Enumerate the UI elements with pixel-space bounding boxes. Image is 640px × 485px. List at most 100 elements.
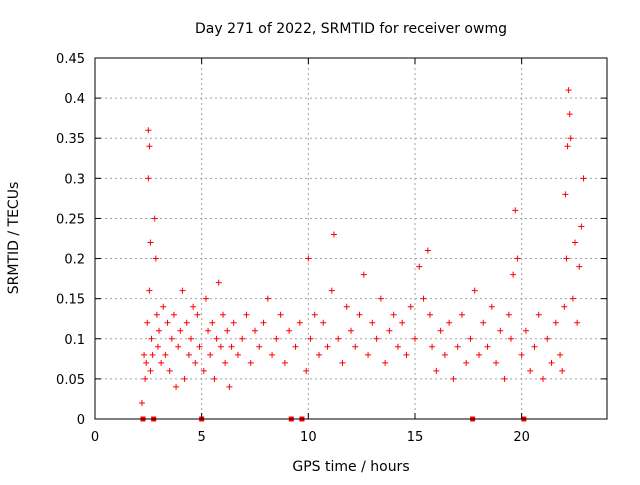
data-point — [153, 311, 160, 318]
data-point — [164, 319, 171, 326]
data-point — [566, 111, 573, 118]
data-point — [303, 367, 310, 374]
data-point — [382, 359, 389, 366]
data-point — [467, 335, 474, 342]
x-axis-label: GPS time / hours — [292, 459, 409, 475]
data-point — [188, 335, 194, 342]
data-point — [480, 319, 487, 326]
data-point — [220, 311, 226, 318]
data-point — [277, 311, 284, 318]
data-point — [420, 295, 427, 302]
data-point — [484, 343, 491, 350]
data-point — [373, 335, 380, 342]
data-point — [207, 351, 214, 358]
data-point — [224, 327, 231, 334]
data-point — [561, 303, 568, 310]
data-point — [162, 351, 169, 358]
data-point — [170, 311, 177, 318]
y-tick-label: 0.35 — [56, 132, 85, 147]
data-point — [403, 351, 410, 358]
data-point — [324, 343, 331, 350]
data-point — [514, 255, 521, 262]
data-point — [458, 311, 465, 318]
data-point — [154, 343, 161, 350]
data-point — [522, 327, 529, 334]
data-point — [352, 343, 359, 350]
data-point — [412, 335, 418, 342]
data-point — [138, 399, 145, 406]
data-point — [260, 319, 267, 326]
y-tick-label: 0 — [77, 413, 85, 428]
data-point — [185, 351, 192, 358]
data-point — [339, 359, 346, 366]
data-point — [273, 335, 280, 342]
y-tick-label: 0.45 — [56, 52, 85, 67]
data-point — [548, 359, 555, 366]
data-point — [205, 327, 212, 334]
data-point — [243, 311, 250, 318]
data-point — [211, 375, 218, 382]
data-points — [138, 87, 587, 406]
data-point — [307, 335, 314, 342]
data-point — [552, 319, 559, 326]
data-point — [247, 359, 254, 366]
data-point — [158, 359, 165, 366]
data-point — [433, 367, 440, 374]
x-tick-label: 20 — [513, 430, 530, 445]
data-point — [200, 367, 207, 374]
data-point — [471, 287, 478, 294]
data-point — [190, 303, 197, 310]
data-point — [311, 311, 318, 318]
data-point — [209, 319, 216, 326]
x-tick-label: 15 — [407, 430, 424, 445]
data-point — [239, 335, 246, 342]
plot-frame — [94, 57, 608, 420]
data-point — [476, 351, 482, 358]
data-point — [202, 295, 209, 302]
data-point — [365, 351, 372, 358]
data-point — [156, 327, 162, 334]
data-point — [578, 223, 585, 230]
data-point — [217, 343, 224, 350]
y-tick-label: 0.4 — [64, 92, 85, 107]
data-point — [407, 303, 414, 310]
data-point — [149, 351, 156, 358]
x-tick-label: 0 — [91, 430, 99, 445]
data-point — [281, 359, 288, 366]
data-point — [146, 143, 153, 150]
data-point — [151, 215, 158, 222]
data-point — [540, 375, 546, 382]
data-point — [168, 335, 175, 342]
data-point — [497, 327, 504, 334]
data-point — [228, 343, 235, 350]
y-tick-label: 0.05 — [56, 373, 85, 388]
data-point — [252, 327, 258, 334]
data-point — [292, 343, 299, 350]
x-tick-label: 10 — [300, 430, 317, 445]
data-point — [356, 311, 363, 318]
data-point — [437, 327, 444, 334]
data-point — [152, 255, 159, 262]
data-point — [574, 319, 581, 326]
data-point — [328, 287, 335, 294]
data-point — [269, 351, 276, 358]
data-point — [386, 327, 393, 334]
data-point — [531, 343, 538, 350]
data-point — [429, 343, 436, 350]
data-point — [505, 311, 512, 318]
data-point — [488, 303, 495, 310]
data-point — [454, 343, 461, 350]
data-point — [564, 143, 571, 150]
data-point — [441, 351, 448, 358]
data-point — [141, 351, 148, 358]
data-point — [535, 311, 542, 318]
data-point — [173, 383, 180, 390]
data-point — [145, 127, 152, 134]
chart-title: Day 271 of 2022, SRMTID for receiver owm… — [195, 21, 507, 37]
data-point — [544, 335, 551, 342]
data-point — [222, 359, 229, 366]
data-point — [518, 351, 525, 358]
data-point — [148, 335, 155, 342]
data-point — [512, 207, 519, 214]
data-point — [563, 255, 570, 262]
